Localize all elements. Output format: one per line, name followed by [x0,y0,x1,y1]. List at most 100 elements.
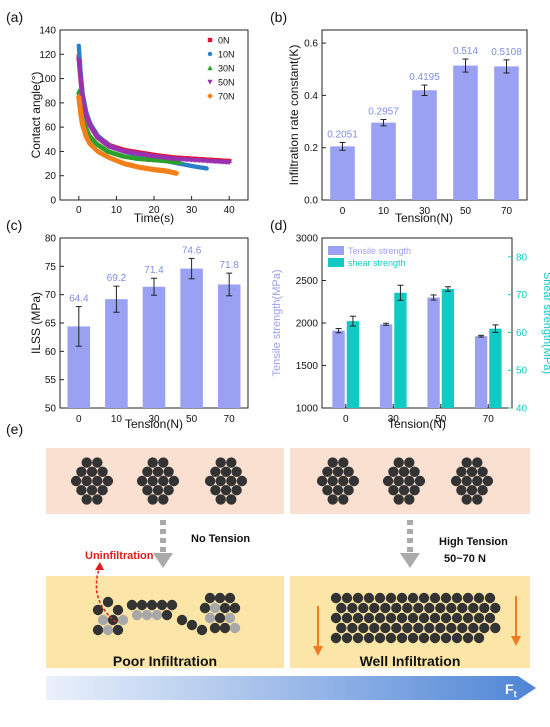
fiber [226,475,237,487]
chart-a-point-10N [204,166,209,171]
chart-a-xlabel: Time(s) [134,211,174,225]
fiber [341,592,353,604]
fiber [215,475,226,487]
fiber [107,614,119,626]
chart-d-legend-swatch [328,258,344,267]
fiber [147,494,158,505]
chart-c-bar [180,268,203,408]
fiber [152,466,164,477]
chart-d-ytick-left-label: 2500 [296,276,319,287]
fiber [413,602,424,614]
fiber [413,622,424,634]
fiber [327,457,338,468]
chart-c-bar [142,286,166,408]
fiber [462,592,474,604]
chart-d-legend-swatch [328,246,344,255]
fiber [407,632,419,644]
fiber [204,475,216,487]
fiber [414,475,426,487]
unfilled-fiber [141,609,153,621]
fiber [81,475,92,487]
fiber [457,602,468,614]
fiber [363,632,375,644]
chart-b-data-label: 0.5108 [491,47,522,58]
fiber [136,599,148,611]
fiber [429,632,441,644]
chart-d-ytick-right-label: 70 [516,290,528,301]
fiber [446,622,457,634]
chart-c-ylabel: ILSS (MPa) [29,292,43,354]
fiber [214,592,226,604]
fiber [435,602,446,614]
fiber [327,494,338,505]
chart-d-xlabel: Tension(N) [388,417,446,431]
chart-d-xtick-label: 0 [343,414,349,425]
fiber [402,622,413,634]
fiber [479,602,490,614]
chart-d-ytick-left-label: 1000 [296,404,319,415]
chart-d: 1000 1500 2000 2500 3000 40 50 60 70 80 0 30 50 70 Te… [271,234,550,432]
fiber [374,612,386,624]
chart-c-data-label: 74.6 [182,245,202,256]
force-gradient-arrow [46,676,536,700]
chart-a-legend-label: 30N [218,64,235,74]
chart-a-legend-marker [207,37,213,43]
high-tension-label: High Tension [439,536,508,548]
fiber [338,494,349,505]
chart-a-legend-label: 50N [218,78,235,88]
fiber [393,494,404,505]
fiber [462,612,474,624]
chart-d-ytick-right-label: 80 [516,252,528,263]
fiber [393,457,404,468]
fiber [338,457,349,468]
chart-a-ytick-label: 0 [50,196,56,207]
fiber [484,612,496,624]
fiber [446,602,457,614]
fiber [204,592,216,604]
fiber [391,622,402,634]
fiber [456,466,467,477]
fiber [363,592,375,604]
fiber [92,604,104,616]
fiber [347,602,358,614]
fiber [456,485,467,496]
fiber [468,622,479,634]
chart-b-bar [453,65,478,200]
fiber [358,602,369,614]
fiber [369,602,380,614]
chart-a-point-70N [173,170,180,177]
fiber [369,622,380,634]
fiber [398,466,410,477]
chart-d-ytick-right-label: 50 [516,366,528,377]
panel-label-a: (a) [6,9,23,25]
fiber [97,466,108,477]
unfilled-fiber [224,612,236,624]
fiber [461,475,472,487]
fiber [409,466,420,477]
chart-c-xtick-label: 50 [186,414,198,425]
fiber [81,494,92,505]
chart-d-ylabel-right: Shear strength(MPa) [541,272,550,374]
fiber [176,614,188,626]
fiber [473,612,485,624]
fiber [382,475,394,487]
fiber [224,592,236,604]
fiber [402,602,413,614]
fiber [473,632,485,644]
chart-b-xtick-label: 50 [460,206,472,217]
chart-d-xtick-label: 70 [483,414,495,425]
fiber [199,602,211,614]
fiber [158,494,169,505]
fiber [332,466,344,477]
chart-a-legend-marker [207,93,213,99]
chart-d-bar-shear [489,328,502,408]
poor-infiltration-label: Poor Infiltration [113,653,217,669]
fiber [451,612,463,624]
chart-d-bar-shear [441,289,455,408]
fiber [220,485,232,496]
panel-label-b: (b) [270,9,287,25]
fiber [407,612,419,624]
fiber [404,475,415,487]
fiber [440,592,452,604]
